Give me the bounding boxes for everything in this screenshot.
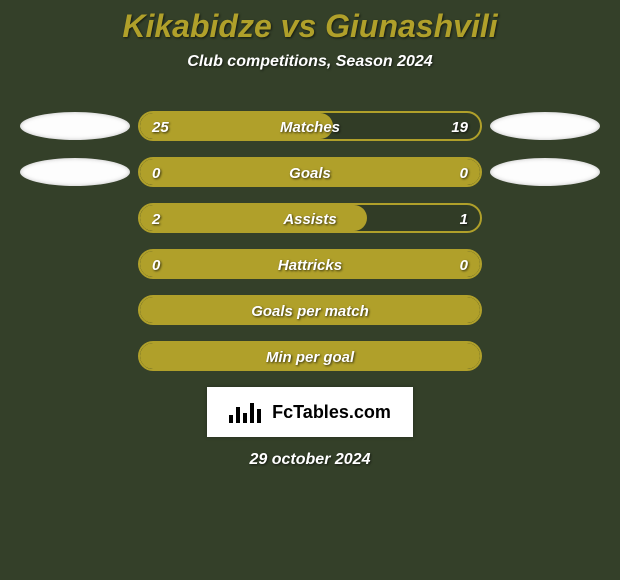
spacer — [490, 296, 600, 324]
footer-date: 29 october 2024 — [0, 451, 620, 469]
stat-right-value: 0 — [460, 251, 468, 279]
title-player-left: Kikabidze — [122, 8, 271, 44]
stat-bar: Goals per match — [138, 295, 482, 325]
title-player-right: Giunashvili — [325, 8, 497, 44]
chart-bars-icon — [229, 401, 264, 423]
stat-label: Goals — [140, 159, 480, 187]
stat-row: 2Assists1 — [0, 203, 620, 233]
stat-label: Assists — [140, 205, 480, 233]
spacer — [490, 250, 600, 278]
title-vs: vs — [272, 8, 325, 44]
spacer — [20, 250, 130, 278]
stat-right-value: 1 — [460, 205, 468, 233]
source-badge: FcTables.com — [207, 387, 413, 437]
comparison-infographic: Kikabidze vs Giunashvili Club competitio… — [0, 0, 620, 580]
stat-bar: 0Goals0 — [138, 157, 482, 187]
spacer — [20, 342, 130, 370]
page-title: Kikabidze vs Giunashvili — [0, 0, 620, 45]
stat-bar: 0Hattricks0 — [138, 249, 482, 279]
stat-row: 0Goals0 — [0, 157, 620, 187]
player-left-marker — [20, 112, 130, 140]
stat-row: 0Hattricks0 — [0, 249, 620, 279]
player-left-marker — [20, 158, 130, 186]
stat-row: Goals per match — [0, 295, 620, 325]
stat-right-value: 0 — [460, 159, 468, 187]
player-right-marker — [490, 112, 600, 140]
stat-right-value: 19 — [451, 113, 468, 141]
stat-label: Goals per match — [140, 297, 480, 325]
source-badge-text: FcTables.com — [272, 402, 391, 423]
spacer — [20, 204, 130, 232]
spacer — [490, 342, 600, 370]
stat-label: Matches — [140, 113, 480, 141]
player-right-marker — [490, 158, 600, 186]
stat-label: Min per goal — [140, 343, 480, 371]
stat-row: Min per goal — [0, 341, 620, 371]
spacer — [20, 296, 130, 324]
spacer — [490, 204, 600, 232]
stat-bar: 2Assists1 — [138, 203, 482, 233]
stat-label: Hattricks — [140, 251, 480, 279]
stat-row: 25Matches19 — [0, 111, 620, 141]
stat-bar: 25Matches19 — [138, 111, 482, 141]
stat-rows: 25Matches190Goals02Assists10Hattricks0Go… — [0, 111, 620, 371]
subtitle: Club competitions, Season 2024 — [0, 53, 620, 71]
stat-bar: Min per goal — [138, 341, 482, 371]
